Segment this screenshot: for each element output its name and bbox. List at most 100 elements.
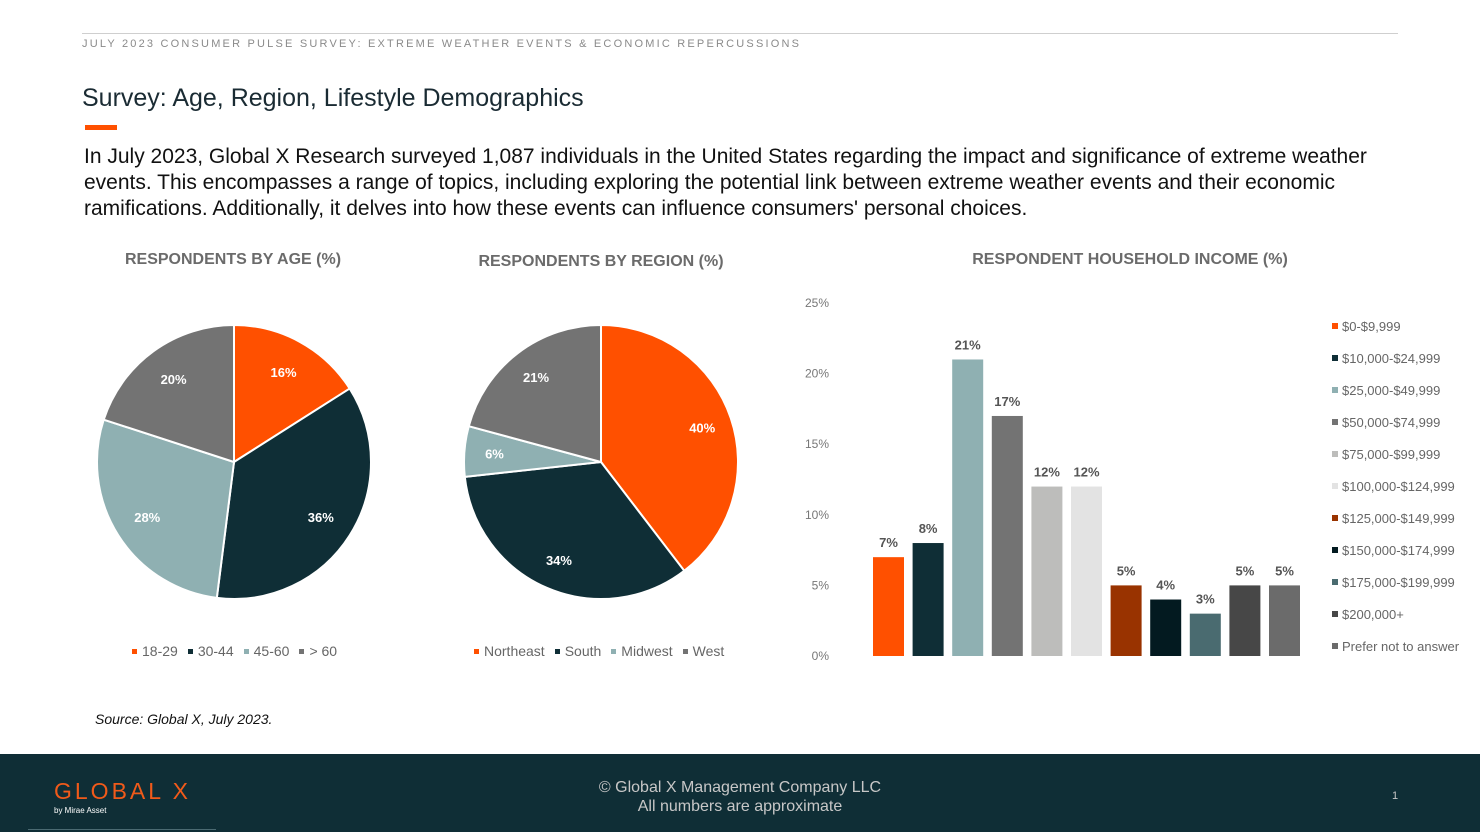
title-accent-bar — [85, 125, 117, 130]
legend-item: $75,000-$99,999 — [1332, 438, 1459, 470]
bar-data-label: 12% — [1034, 465, 1060, 480]
income-bar — [912, 543, 944, 656]
age-chart-title: RESPONDENTS BY AGE (%) — [124, 251, 342, 268]
income-chart-title: RESPONDENT HOUSEHOLD INCOME (%) — [972, 251, 1288, 268]
legend-swatch — [132, 648, 137, 654]
legend-item: West — [682, 643, 724, 659]
logo-text: GLOBAL X — [54, 778, 191, 804]
legend-label: 30-44 — [197, 643, 234, 659]
legend-label: $50,000-$74,999 — [1342, 414, 1441, 430]
legend-label: Northeast — [484, 643, 545, 659]
legend-item: > 60 — [299, 643, 337, 659]
report-header: JULY 2023 CONSUMER PULSE SURVEY: EXTREME… — [82, 38, 802, 50]
slice-label: 20% — [161, 372, 187, 387]
pie-slice — [463, 460, 686, 600]
region-pie-chart: 40% 34% 6% 21% — [463, 323, 739, 600]
global-x-logo: GLOBAL X by Mirae Asset — [54, 778, 191, 815]
legend-label: $200,000+ — [1342, 606, 1404, 622]
y-tick-label: 10% — [805, 508, 829, 522]
income-bar-chart: 0% 5% 10% 15% 20% 25% 7% 8% 21% 17% 12% 12% 5% 4% 3% 5%… — [805, 296, 1300, 663]
pie-slice — [600, 323, 739, 573]
legend-item: $100,000-$124,999 — [1332, 470, 1459, 502]
age-pie-chart: 16% 36% 28% 20% — [96, 323, 372, 600]
slice-label: 36% — [308, 510, 334, 525]
bar-data-label: 5% — [1117, 563, 1136, 578]
legend-label: $100,000-$124,999 — [1342, 478, 1455, 494]
pie-slice — [467, 323, 602, 464]
legend-item: South — [554, 643, 602, 659]
bar-data-label: 12% — [1073, 465, 1099, 480]
legend-swatch — [474, 648, 479, 654]
bar-data-label: 5% — [1236, 563, 1255, 578]
bar-data-label: 21% — [955, 337, 981, 352]
legend-label: South — [564, 643, 602, 659]
legend-item: $50,000-$74,999 — [1332, 406, 1459, 438]
legend-item: 45-60 — [243, 643, 290, 659]
legend-item: 18-29 — [132, 643, 178, 659]
income-bar — [873, 557, 904, 656]
income-bar — [991, 415, 1023, 656]
header-rule — [82, 33, 1398, 34]
legend-label: $75,000-$99,999 — [1342, 446, 1441, 462]
legend-label: $10,000-$24,999 — [1342, 350, 1441, 366]
legend-item: $25,000-$49,999 — [1332, 374, 1459, 406]
pie-slice — [215, 387, 372, 600]
legend-label: 18-29 — [142, 643, 178, 659]
legend-label: 45-60 — [253, 643, 290, 659]
income-bar — [1150, 599, 1182, 656]
legend-swatch — [554, 648, 560, 654]
legend-swatch — [1332, 611, 1338, 617]
income-bar — [1071, 486, 1102, 656]
legend-swatch — [299, 648, 305, 654]
pie-slice — [96, 418, 236, 600]
intro-paragraph: In July 2023, Global X Research surveyed… — [84, 145, 1367, 220]
legend-label: $150,000-$174,999 — [1342, 542, 1455, 558]
slice-label: 34% — [546, 553, 572, 568]
income-legend: $0-$9,999 $10,000-$24,999 $25,000-$49,999 $… — [1332, 310, 1459, 662]
y-tick-label: 5% — [812, 578, 830, 592]
pie-slice — [102, 323, 235, 464]
region-chart-title: RESPONDENTS BY REGION (%) — [478, 253, 724, 270]
legend-swatch — [1332, 579, 1338, 585]
legend-item: $0-$9,999 — [1332, 310, 1459, 342]
legend-swatch — [1332, 323, 1338, 329]
income-bar — [1110, 585, 1142, 656]
slice-label: 6% — [485, 447, 504, 462]
legend-item: $175,000-$199,999 — [1332, 566, 1459, 598]
page-title: Survey: Age, Region, Lifestyle Demograph… — [82, 84, 584, 112]
y-tick-label: 15% — [805, 437, 829, 451]
legend-item: $150,000-$174,999 — [1332, 534, 1459, 566]
legend-item: $200,000+ — [1332, 598, 1459, 630]
legend-swatch — [243, 648, 249, 654]
footer-copyright-block: © Global X Management Company LLC All nu… — [0, 778, 1480, 816]
legend-label: $125,000-$149,999 — [1342, 510, 1455, 526]
copyright-text: © Global X Management Company LLC — [598, 779, 882, 796]
legend-swatch — [187, 648, 193, 654]
income-bar — [1031, 486, 1063, 656]
logo-underline — [28, 829, 216, 830]
slice-label: 21% — [523, 370, 549, 385]
legend-label: Prefer not to answer — [1342, 638, 1460, 654]
region-legend: Northeast South Midwest West — [474, 643, 724, 659]
bar-data-label: 3% — [1196, 592, 1215, 607]
legend-item: Midwest — [611, 643, 673, 659]
slice-label: 28% — [134, 510, 160, 525]
legend-swatch — [611, 648, 617, 654]
bar-data-label: 4% — [1156, 578, 1175, 593]
legend-swatch — [1332, 515, 1338, 521]
page-number: 1 — [1392, 790, 1399, 802]
y-tick-label: 20% — [805, 367, 829, 381]
legend-swatch — [682, 648, 688, 654]
legend-label: > 60 — [309, 643, 338, 659]
slice-label: 16% — [270, 365, 296, 380]
legend-swatch — [1332, 643, 1338, 649]
income-bar — [1229, 585, 1261, 656]
legend-swatch — [1332, 387, 1338, 393]
legend-item: Prefer not to answer — [1332, 630, 1459, 662]
legend-label: $0-$9,999 — [1342, 318, 1401, 334]
footer: GLOBAL X by Mirae Asset © Global X Manag… — [0, 754, 1480, 832]
y-tick-label: 0% — [812, 649, 830, 663]
legend-label: $175,000-$199,999 — [1342, 574, 1455, 590]
income-bar — [952, 359, 984, 656]
legend-swatch — [1332, 547, 1338, 553]
